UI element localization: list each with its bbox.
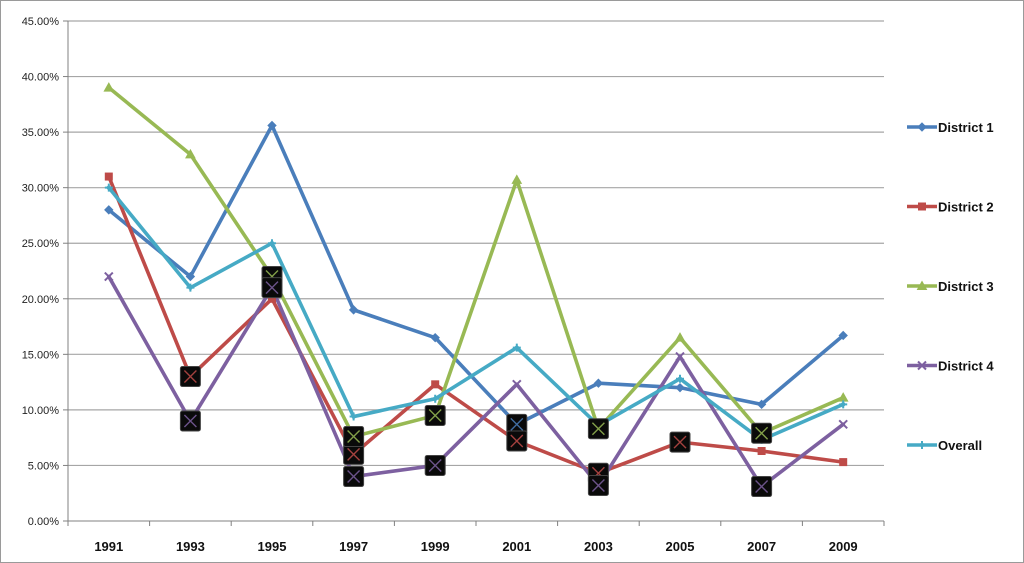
- y-tick-label: 15.00%: [22, 349, 60, 361]
- data-point-district-2: [757, 447, 766, 455]
- legend-marker: [917, 122, 927, 132]
- y-tick-label: 35.00%: [22, 127, 60, 139]
- data-point-overall: [104, 183, 113, 192]
- legend-marker: [918, 202, 926, 211]
- y-tick-label: 25.00%: [22, 238, 60, 250]
- data-point-district-3: [511, 174, 523, 184]
- data-point-district-1: [267, 120, 277, 131]
- highlighted-point: [179, 366, 201, 388]
- data-point-district-3: [185, 148, 196, 159]
- legend-item-overall: Overall: [907, 438, 982, 453]
- data-point-overall: [268, 239, 276, 248]
- highlighted-point: [261, 277, 283, 299]
- data-point-overall: [431, 394, 440, 403]
- data-point-district-2: [431, 380, 440, 389]
- highlighted-point: [343, 466, 365, 488]
- data-point-overall: [186, 283, 195, 292]
- x-tick-label: 1991: [94, 539, 123, 554]
- series-line-district-2: [107, 174, 846, 476]
- data-point-district-2: [839, 458, 848, 467]
- legend-label: District 4: [938, 359, 994, 374]
- data-point-overall: [676, 374, 684, 383]
- x-tick-label: 2005: [666, 539, 695, 554]
- data-point-district-1: [185, 271, 196, 282]
- highlighted-point: [587, 418, 609, 440]
- highlighted-point: [669, 431, 691, 453]
- series-line-district-3: [107, 85, 846, 439]
- x-tick-label: 2009: [829, 539, 858, 554]
- y-tick-label: 10.00%: [22, 405, 60, 417]
- y-tick-label: 5.00%: [28, 460, 59, 472]
- y-tick-label: 40.00%: [22, 72, 60, 84]
- data-point-district-1: [104, 205, 114, 215]
- data-point-district-1: [838, 330, 848, 341]
- series-line-district-1: [107, 123, 846, 427]
- highlighted-point: [587, 474, 609, 496]
- x-tick-label: 1997: [339, 539, 368, 554]
- y-tick-label: 30.00%: [22, 183, 60, 195]
- x-tick-label: 1993: [176, 539, 205, 554]
- legend-item-district-1: District 1: [907, 120, 994, 135]
- data-point-district-3: [674, 332, 686, 342]
- data-point-district-3: [103, 82, 115, 92]
- legend-label: District 1: [938, 120, 994, 135]
- x-tick-label: 1995: [258, 539, 287, 554]
- y-tick-label: 20.00%: [22, 294, 60, 306]
- highlighted-point: [424, 454, 446, 476]
- legend-item-district-4: District 4: [907, 359, 994, 374]
- legend-item-district-3: District 3: [907, 279, 994, 294]
- data-point-overall: [839, 400, 848, 409]
- highlighted-point: [424, 404, 446, 426]
- legend-marker: [916, 280, 928, 290]
- data-point-district-4: [675, 351, 685, 362]
- legend-marker: [918, 441, 926, 449]
- x-tick-label: 2007: [747, 539, 776, 554]
- data-point-district-1: [593, 378, 604, 388]
- data-point-district-4: [512, 379, 522, 390]
- legend-marker: [917, 360, 927, 371]
- series-line-district-4: [107, 274, 846, 489]
- y-tick-label: 0.00%: [28, 516, 59, 528]
- series-line-overall: [107, 185, 846, 442]
- legend-label: District 3: [938, 279, 994, 294]
- highlighted-point: [506, 430, 528, 452]
- data-point-overall: [512, 343, 521, 352]
- data-point-district-1: [430, 332, 440, 343]
- legend-label: Overall: [938, 438, 982, 453]
- data-point-district-1: [756, 399, 767, 410]
- highlighted-point: [506, 413, 528, 435]
- highlighted-point: [343, 426, 365, 448]
- data-point-overall: [349, 412, 358, 421]
- highlighted-point: [179, 410, 201, 432]
- legend-label: District 2: [938, 200, 994, 215]
- data-point-district-1: [348, 305, 359, 315]
- highlighted-point: [751, 422, 773, 444]
- highlighted-point: [751, 476, 773, 498]
- data-point-district-2: [104, 172, 113, 181]
- data-point-district-1: [675, 382, 685, 393]
- highlighted-point: [343, 443, 365, 465]
- legend-item-district-2: District 2: [907, 200, 994, 215]
- x-tick-label: 1999: [421, 539, 450, 554]
- y-tick-label: 45.00%: [22, 16, 60, 28]
- x-tick-label: 2001: [502, 539, 531, 554]
- data-point-district-4: [104, 271, 114, 282]
- data-point-district-4: [838, 419, 848, 430]
- x-tick-label: 2003: [584, 539, 613, 554]
